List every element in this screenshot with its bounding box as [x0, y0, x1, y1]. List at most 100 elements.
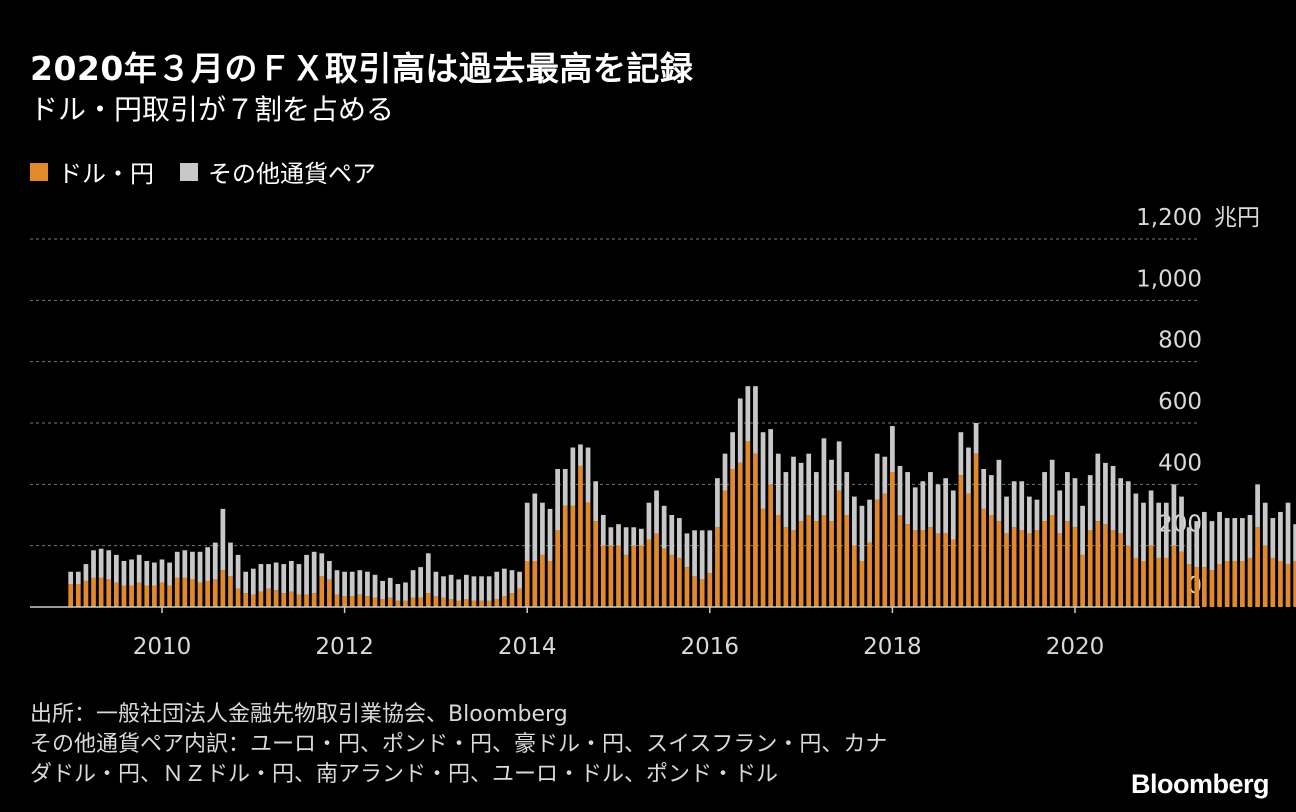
bar-usd-jpy	[441, 597, 446, 607]
bar-usd-jpy	[806, 515, 812, 607]
bar-usd-jpy	[1224, 561, 1230, 607]
bar-other	[75, 571, 81, 584]
bar-usd-jpy	[75, 584, 81, 607]
bar-usd-jpy	[1201, 567, 1207, 607]
bar-other	[334, 570, 340, 595]
bar-usd-jpy	[753, 453, 758, 607]
bloomberg-logo: Bloomberg	[1130, 769, 1270, 799]
bar-other	[1072, 478, 1078, 528]
bar-other	[410, 570, 416, 598]
bar-usd-jpy	[1004, 533, 1009, 607]
bar-other	[844, 472, 850, 515]
bar-usd-jpy	[365, 596, 370, 607]
bar-other	[684, 533, 690, 568]
bar-usd-jpy	[1171, 545, 1177, 607]
bar-other	[616, 524, 621, 546]
bar-other	[753, 386, 758, 454]
bar-usd-jpy	[669, 554, 675, 607]
bar-usd-jpy	[1095, 521, 1101, 607]
bar-usd-jpy	[1019, 530, 1025, 607]
bar-usd-jpy	[319, 576, 325, 607]
bar-other	[1011, 481, 1017, 528]
bar-other	[1049, 459, 1055, 515]
bar-usd-jpy	[1042, 521, 1047, 607]
bar-usd-jpy	[1133, 557, 1139, 607]
bar-usd-jpy	[562, 505, 568, 607]
bar-other	[1201, 511, 1207, 568]
bar-usd-jpy	[684, 567, 690, 607]
bar-other	[829, 459, 834, 522]
bar-usd-jpy	[334, 594, 340, 607]
bar-other	[973, 423, 979, 454]
bar-usd-jpy	[935, 533, 941, 607]
bar-usd-jpy	[121, 585, 127, 607]
bar-other	[456, 579, 462, 601]
chart-subtitle: ドル・円取引が７割を占める	[30, 93, 395, 126]
bar-usd-jpy	[1163, 557, 1169, 607]
y-unit-label: 兆円	[1214, 205, 1260, 231]
bar-usd-jpy	[532, 561, 538, 607]
bar-other	[631, 527, 637, 546]
bar-usd-jpy	[502, 596, 507, 607]
bar-usd-jpy	[760, 508, 766, 607]
bar-usd-jpy	[890, 472, 895, 607]
bar-other	[1095, 453, 1101, 522]
bar-usd-jpy	[730, 469, 735, 607]
bar-usd-jpy	[1270, 557, 1276, 607]
bar-other	[1148, 490, 1154, 546]
y-tick-label: 1,200	[1136, 205, 1202, 231]
bar-usd-jpy	[266, 588, 271, 607]
bar-other	[1255, 484, 1260, 528]
bar-other	[174, 551, 180, 578]
bar-usd-jpy	[479, 600, 484, 607]
bar-usd-jpy	[859, 561, 865, 607]
bar-usd-jpy	[585, 502, 591, 607]
bar-usd-jpy	[616, 545, 621, 607]
bar-other	[699, 530, 705, 580]
bar-usd-jpy	[167, 585, 172, 607]
bar-other	[783, 472, 789, 528]
bar-other	[494, 571, 500, 600]
bar-other	[129, 559, 134, 586]
bar-usd-jpy	[311, 593, 317, 607]
bar-usd-jpy	[463, 599, 469, 607]
footer: 出所：一般社団法人金融先物取引業協会、Bloomberg その他通貨ペア内訳：ユ…	[30, 700, 887, 790]
x-tick-label: 2018	[863, 634, 922, 660]
bar-other	[745, 386, 751, 442]
bar-usd-jpy	[349, 596, 355, 607]
bar-other	[509, 570, 515, 594]
bar-usd-jpy	[1118, 533, 1124, 607]
bar-other	[532, 493, 538, 561]
bar-usd-jpy	[1148, 545, 1154, 607]
bar-usd-jpy	[159, 582, 165, 607]
bar-usd-jpy	[68, 584, 74, 607]
bar-other	[121, 561, 127, 586]
bar-other	[1163, 502, 1169, 558]
bar-other	[273, 562, 279, 591]
bar-other	[646, 502, 652, 540]
bar-other	[159, 559, 165, 583]
bar-usd-jpy	[1125, 545, 1131, 607]
bar-other	[479, 576, 484, 601]
bar-other	[547, 508, 553, 561]
bar-other	[288, 561, 294, 592]
bar-other	[395, 584, 401, 601]
bar-usd-jpy	[174, 577, 180, 607]
bar-other	[570, 447, 576, 506]
bar-usd-jpy	[106, 579, 112, 607]
bar-usd-jpy	[129, 585, 134, 607]
bar-other	[190, 551, 195, 580]
bar-usd-jpy	[448, 599, 454, 607]
legend-swatch-other	[180, 162, 198, 181]
bar-usd-jpy	[1209, 570, 1215, 607]
bar-usd-jpy	[677, 557, 682, 607]
bar-usd-jpy	[228, 576, 233, 607]
bar-other	[677, 518, 682, 558]
bar-usd-jpy	[699, 579, 705, 607]
bar-other	[304, 554, 309, 595]
bar-other	[935, 484, 941, 534]
bar-other	[1065, 472, 1070, 522]
bar-usd-jpy	[197, 582, 203, 607]
bar-other	[669, 515, 675, 555]
bar-usd-jpy	[661, 548, 667, 607]
